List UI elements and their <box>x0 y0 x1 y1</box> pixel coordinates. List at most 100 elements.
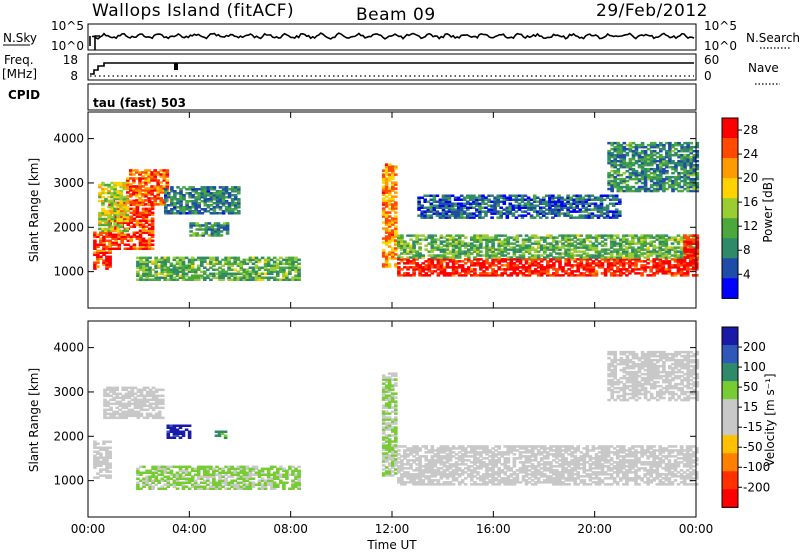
heatmap-cell-region-3 <box>135 195 139 198</box>
heatmap-cell-region-8 <box>400 274 404 277</box>
heatmap-cell-region-9 <box>424 244 428 247</box>
heatmap-cell-region-6 <box>192 232 196 235</box>
cpid-value: tau (fast) 503 <box>93 96 186 110</box>
heatmap-cell-region-5 <box>236 272 241 275</box>
heatmap-cell-region-1 <box>139 408 144 412</box>
heatmap-cell-region-5 <box>196 258 201 262</box>
heatmap-cell-region-2 <box>166 479 171 482</box>
heatmap-cell-region-3 <box>144 195 148 198</box>
heatmap-cell-region-10 <box>578 202 583 205</box>
heatmap-cell-region-1 <box>141 229 146 232</box>
heatmap-cell-region-4 <box>173 194 177 197</box>
heatmap-cell-region-8 <box>406 272 410 275</box>
heatmap-cell-region-1 <box>126 223 131 226</box>
heatmap-cell-region-9 <box>631 238 635 241</box>
heatmap-cell-region-1 <box>144 211 149 215</box>
heatmap-cell-region-9 <box>609 252 614 255</box>
heatmap-cell-region-2 <box>125 207 130 211</box>
heatmap-cell-region-1 <box>150 247 155 250</box>
heatmap-cell-region-10 <box>493 208 497 211</box>
heatmap-cell-region-5 <box>239 262 244 265</box>
heatmap-cell-region-11 <box>613 171 617 175</box>
heatmap-cell-region-7 <box>384 265 389 268</box>
heatmap-cell-region-2 <box>148 475 152 478</box>
heatmap-cell-region-8 <box>561 270 565 273</box>
heatmap-cell-region-2 <box>148 483 152 486</box>
heatmap-cell-region-2 <box>119 211 123 215</box>
heatmap-cell-region-4 <box>203 194 208 197</box>
heatmap-cell-region-2 <box>119 199 123 203</box>
heatmap-cell-region-4 <box>170 212 174 215</box>
heatmap-cell-region-8 <box>546 266 550 269</box>
heatmap-cell-region-2 <box>172 485 177 488</box>
heatmap-cell-region-2 <box>282 467 286 471</box>
heatmap-cell-region-5 <box>282 274 286 277</box>
heatmap-cell-region-2 <box>227 483 231 486</box>
heatmap-cell-region-11 <box>628 145 633 149</box>
heatmap-cell-region-5 <box>239 268 244 271</box>
heatmap-cell-region-8 <box>406 268 410 271</box>
heatmap-cell-region-1 <box>127 410 132 414</box>
heatmap-cell-region-7 <box>391 165 395 168</box>
heatmap-cell-region-5 <box>263 260 268 264</box>
heatmap-cell-region-9 <box>442 250 447 253</box>
heatmap-cell-region-5 <box>190 268 195 271</box>
heatmap-cell-region-2 <box>166 471 171 474</box>
heatmap-cell-region-5 <box>288 260 292 264</box>
heatmap-cell-region-7 <box>394 191 398 194</box>
heatmap-cell-region-9 <box>673 240 678 243</box>
heatmap-cell-region-1 <box>144 221 149 224</box>
heatmap-cell-region-11 <box>665 175 669 179</box>
heatmap-cell-region-2 <box>206 487 210 490</box>
heatmap-cell-region-4 <box>197 196 201 199</box>
heatmap-cell-region-2 <box>224 481 228 484</box>
heatmap-cell-region-11 <box>619 179 624 183</box>
heatmap-cell-region-5 <box>248 272 253 275</box>
heatmap-cell-region-9 <box>609 238 614 241</box>
heatmap-cell-region-8 <box>527 262 532 265</box>
heatmap-cell-region-8 <box>628 262 632 265</box>
heatmap-cell-region-11 <box>634 189 639 193</box>
heatmap-cell-region-3 <box>162 175 167 178</box>
heatmap-cell-region-9 <box>658 246 663 249</box>
heatmap-cell-region-5 <box>236 270 241 273</box>
heatmap-cell-region-2 <box>248 473 253 476</box>
heatmap-cell-region-10 <box>596 214 601 217</box>
heatmap-cell-region-1 <box>114 239 118 242</box>
heatmap-cell-region-10 <box>538 208 543 211</box>
heatmap-cell-region-1 <box>150 223 155 226</box>
heatmap-cell-region-7 <box>384 177 389 180</box>
heatmap-cell-region-1 <box>129 207 134 211</box>
heatmap-cell-region-10 <box>435 200 440 203</box>
heatmap-cell-region-10 <box>466 208 470 211</box>
heatmap-cell-region-9 <box>418 234 422 237</box>
heatmap-cell-region-8 <box>552 266 556 269</box>
heatmap-cell-region-2 <box>122 203 127 207</box>
heatmap-cell-region-7 <box>387 253 392 256</box>
heatmap-cell-region-8 <box>670 272 675 275</box>
heatmap-cell-region-7 <box>394 181 398 184</box>
heatmap-cell-region-2 <box>107 227 111 231</box>
heatmap-cell-region-9 <box>634 234 638 237</box>
heatmap-cell-region-4 <box>200 200 205 203</box>
heatmap-cell-region-1 <box>114 219 118 222</box>
heatmap-cell-region-9 <box>485 244 489 247</box>
heatmap-cell-region-5 <box>251 268 256 271</box>
heatmap-cell-region-8 <box>579 266 584 269</box>
heatmap-cell-region-2 <box>122 195 127 199</box>
heatmap-cell-region-11 <box>610 161 614 165</box>
heatmap-cell-region-2 <box>154 479 158 482</box>
heatmap-cell-region-4 <box>224 200 229 203</box>
heatmap-cell-region-11 <box>652 175 657 179</box>
heatmap-cell-region-0 <box>99 239 103 242</box>
heatmap-cell-region-1 <box>148 414 153 418</box>
heatmap-cell-region-8 <box>406 266 410 269</box>
heatmap-cell-region-9 <box>670 242 675 245</box>
heatmap-cell-region-1 <box>138 239 143 242</box>
heatmap-cell-region-2 <box>233 469 237 473</box>
heatmap-cell-region-5 <box>221 274 225 277</box>
heatmap-cell-region-2 <box>218 483 222 486</box>
heatmap-cell-region-8 <box>530 260 535 263</box>
heatmap-cell-region-8 <box>470 274 474 277</box>
freq-tick-top: 18 <box>63 53 78 67</box>
